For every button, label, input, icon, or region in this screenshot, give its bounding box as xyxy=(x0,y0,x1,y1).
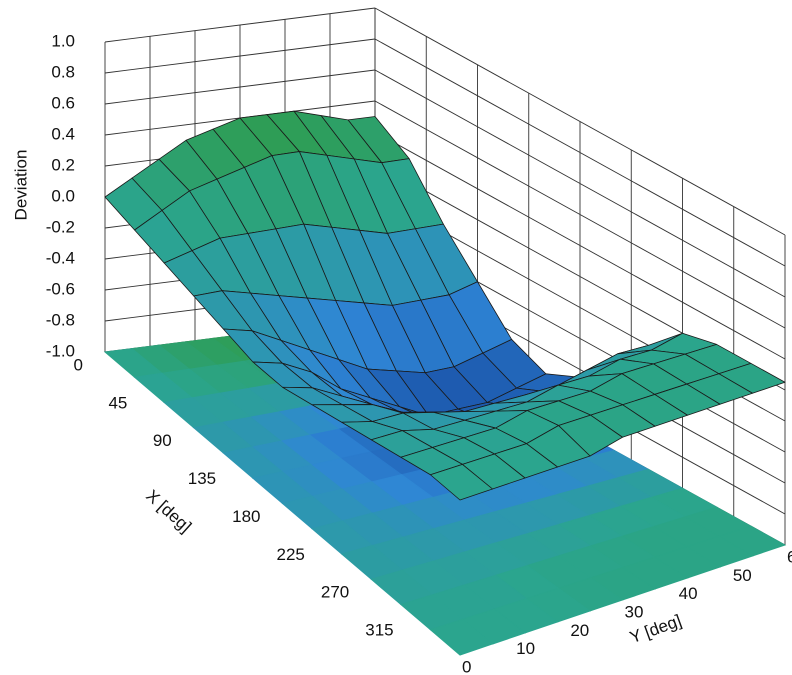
z-tick-label: 0.0 xyxy=(51,186,75,205)
contour-cell xyxy=(429,618,494,656)
x-tick-label: 135 xyxy=(188,469,216,488)
z-tick-label: -0.4 xyxy=(46,248,75,267)
x-axis-title: X [deg] xyxy=(142,486,195,536)
z-tick-label: 0.6 xyxy=(51,93,75,112)
y-tick-label: 10 xyxy=(516,639,535,658)
y-tick-label: 50 xyxy=(733,566,752,585)
z-tick-label: -0.6 xyxy=(46,279,75,298)
z-tick-label: 1.0 xyxy=(51,31,75,50)
y-tick-label: 30 xyxy=(625,602,644,621)
x-tick-label: 45 xyxy=(108,393,127,412)
x-tick-label: 270 xyxy=(321,583,349,602)
y-tick-label: 0 xyxy=(462,657,471,675)
z-tick-label: -0.8 xyxy=(46,310,75,329)
z-tick-label: 0.8 xyxy=(51,62,75,81)
x-tick-label: 0 xyxy=(74,355,83,374)
surface xyxy=(104,110,786,501)
surface-cell xyxy=(430,463,493,501)
z-tick-label: 0.2 xyxy=(51,155,75,174)
z-tick-label: -1.0 xyxy=(46,341,75,360)
z-tick-label: -0.2 xyxy=(46,217,75,236)
x-tick-label: 180 xyxy=(232,507,260,526)
y-tick-label: 40 xyxy=(679,584,698,603)
z-tick-label: 0.4 xyxy=(51,124,75,143)
x-tick-label: 90 xyxy=(153,431,172,450)
z-axis-title: Deviation xyxy=(11,150,30,221)
y-tick-label: 60 xyxy=(787,547,792,566)
x-tick-label: 225 xyxy=(277,545,305,564)
x-tick-label: 315 xyxy=(365,621,393,640)
y-tick-label: 20 xyxy=(570,621,589,640)
